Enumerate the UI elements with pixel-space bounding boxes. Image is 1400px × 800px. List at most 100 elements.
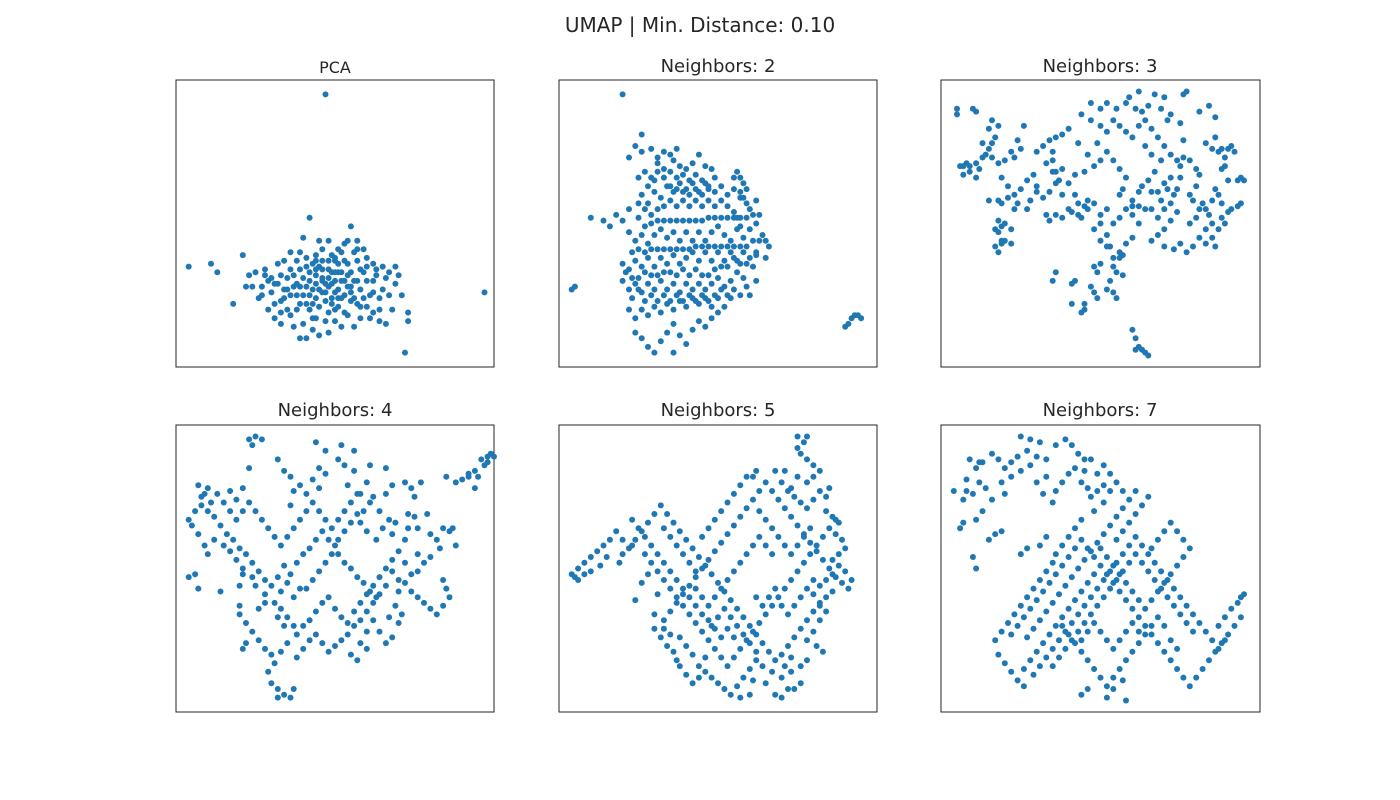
data-point: [969, 554, 976, 560]
data-point: [332, 542, 338, 549]
data-point: [319, 528, 326, 535]
data-point: [1056, 177, 1062, 184]
points-group: [950, 433, 1247, 704]
data-point: [699, 611, 706, 618]
data-point: [1107, 488, 1114, 494]
data-point: [673, 272, 680, 279]
data-point: [1024, 177, 1031, 184]
data-point: [670, 349, 677, 356]
data-point: [699, 533, 706, 540]
data-point: [657, 502, 664, 509]
data-point: [1049, 277, 1056, 284]
data-point: [995, 160, 1002, 167]
data-point: [724, 243, 731, 250]
data-point: [344, 482, 351, 489]
data-point: [1084, 151, 1091, 158]
data-point: [727, 691, 734, 698]
data-point: [1107, 470, 1114, 477]
data-point: [1081, 602, 1088, 609]
data-point: [1043, 568, 1050, 575]
data-point: [756, 508, 763, 515]
data-point: [1065, 605, 1072, 612]
data-point: [192, 508, 199, 515]
data-point: [1190, 243, 1196, 250]
data-point: [1116, 214, 1123, 221]
data-point: [603, 554, 610, 560]
data-point: [699, 628, 706, 635]
data-point: [686, 191, 693, 198]
data-point: [1046, 217, 1053, 224]
data-point: [351, 608, 358, 615]
data-point: [1167, 519, 1174, 526]
data-point: [651, 511, 658, 517]
data-point: [788, 577, 795, 583]
data-point: [832, 531, 839, 538]
data-point: [648, 220, 655, 227]
data-point: [414, 551, 421, 558]
data-point: [673, 217, 680, 224]
data-point: [1132, 551, 1139, 558]
data-point: [370, 277, 377, 284]
data-point: [1014, 677, 1021, 684]
data-point: [1059, 622, 1066, 629]
data-point: [1011, 154, 1018, 161]
data-point: [309, 499, 316, 506]
data-point: [312, 315, 319, 322]
data-point: [759, 663, 766, 670]
data-point: [1209, 234, 1216, 241]
data-point: [360, 246, 367, 253]
data-point: [357, 286, 364, 293]
data-point: [794, 542, 801, 549]
data-point: [363, 591, 370, 598]
data-point: [734, 605, 741, 612]
data-point: [1078, 479, 1085, 486]
data-point: [689, 545, 696, 552]
data-point: [491, 453, 497, 460]
data-point: [246, 465, 253, 472]
data-point: [277, 320, 284, 327]
data-point: [638, 335, 645, 342]
data-point: [816, 617, 823, 624]
data-point: [402, 559, 408, 566]
data-point: [695, 229, 702, 236]
data-point: [1148, 125, 1155, 132]
data-point: [287, 312, 294, 319]
data-point: [1145, 551, 1152, 558]
data-point: [1228, 605, 1235, 612]
data-point: [708, 257, 715, 264]
data-point: [750, 263, 756, 270]
data-point: [1103, 128, 1110, 135]
data-point: [287, 473, 294, 480]
data-point: [641, 168, 648, 175]
data-point: [354, 237, 361, 244]
data-point: [1123, 206, 1129, 213]
data-point: [635, 200, 642, 207]
data-point: [973, 465, 980, 472]
data-point: [332, 605, 338, 612]
data-point: [626, 154, 632, 161]
data-point: [1151, 168, 1158, 175]
data-point: [195, 585, 202, 592]
data-point: [702, 237, 709, 244]
data-point: [367, 499, 373, 506]
data-point: [1072, 465, 1078, 472]
data-point: [297, 516, 303, 523]
data-point: [1046, 631, 1053, 638]
data-point: [271, 300, 278, 307]
data-point: [1097, 237, 1104, 244]
data-point: [645, 183, 651, 190]
data-point: [1174, 562, 1181, 569]
data-point: [306, 269, 313, 276]
data-point: [667, 568, 674, 575]
data-point: [306, 617, 313, 624]
data-point: [989, 117, 995, 124]
data-point: [619, 217, 626, 224]
data-point: [1129, 203, 1136, 210]
data-point: [338, 442, 345, 449]
data-point: [1065, 631, 1072, 638]
data-point: [724, 214, 731, 221]
data-point: [258, 283, 265, 290]
data-point: [575, 577, 582, 583]
data-point: [287, 571, 294, 578]
